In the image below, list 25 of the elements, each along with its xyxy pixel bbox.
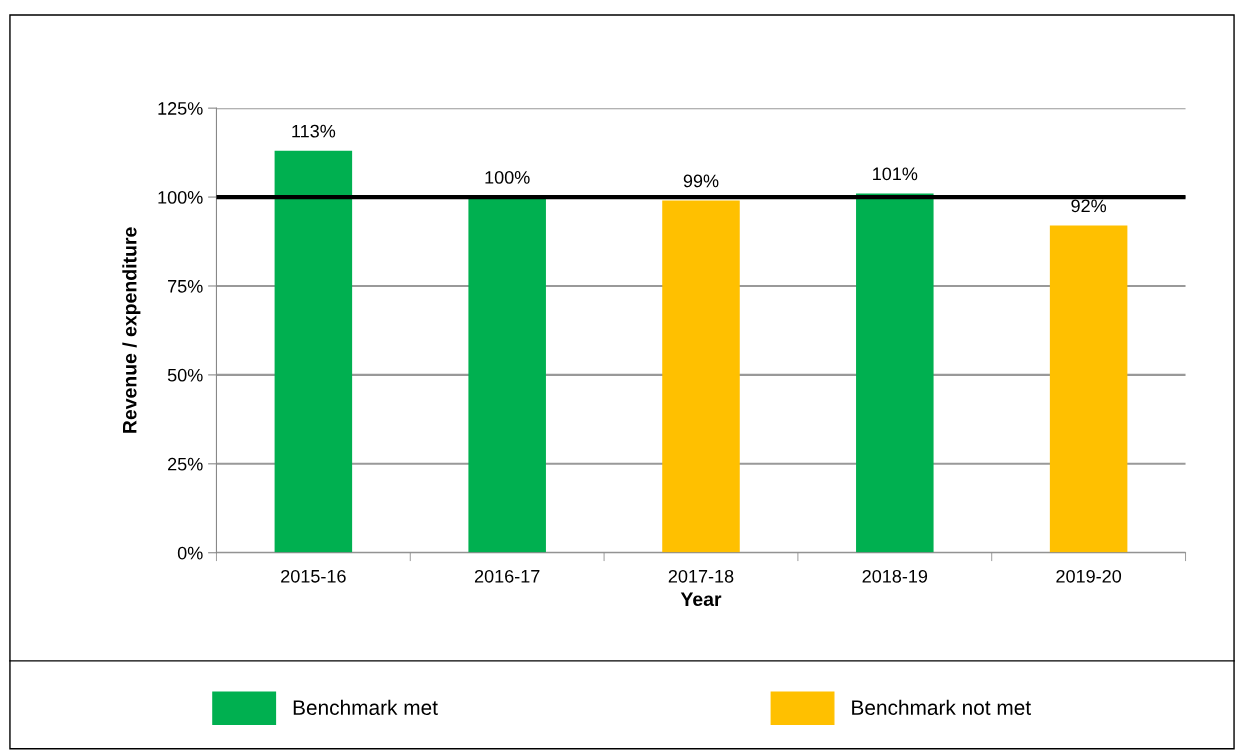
data-label: 100% (485, 170, 530, 184)
data-label: 92% (1071, 199, 1107, 213)
y-tick-label: 75% (168, 279, 203, 293)
legend-label: Benchmark met (293, 699, 438, 716)
x-axis-title: Year (680, 592, 722, 607)
x-tick-label: 2019-20 (1056, 569, 1122, 583)
data-label: 101% (873, 167, 918, 181)
x-tick-label: 2017-18 (668, 569, 734, 583)
bar (274, 150, 353, 553)
y-tick-label: 50% (167, 368, 203, 382)
x-tick-label: 2015-16 (281, 569, 346, 583)
data-label: 99% (683, 174, 719, 188)
y-tick-label: 100% (158, 191, 203, 204)
bar (1049, 225, 1128, 553)
y-tick-label: 25% (168, 457, 203, 471)
bar (662, 200, 740, 553)
data-label: 113% (292, 124, 336, 138)
y-tick-label: 0% (177, 546, 203, 560)
y-tick-label: 125% (158, 102, 203, 115)
legend-label: Benchmark not met (852, 699, 1031, 716)
y-axis-title: Revenue / expenditure (122, 227, 141, 433)
bar (468, 197, 546, 553)
x-tick-label: 2016-17 (474, 569, 540, 583)
x-tick-label: 2018-19 (862, 569, 928, 583)
bar (856, 193, 934, 553)
